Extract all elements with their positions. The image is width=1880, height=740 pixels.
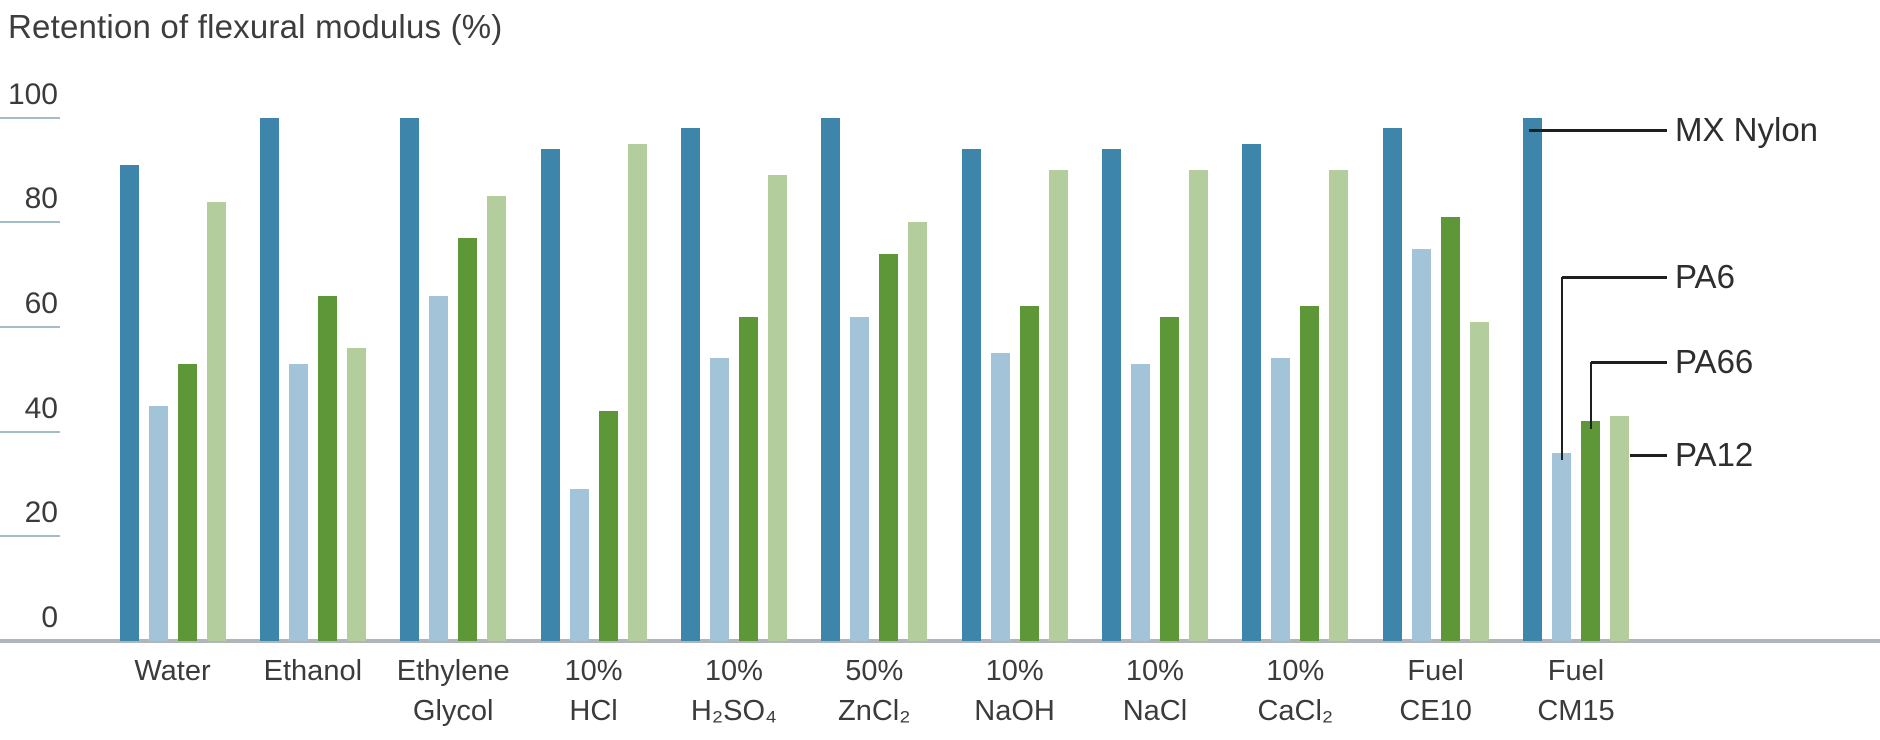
x-axis-line — [0, 639, 1880, 643]
bar-pa12-5 — [908, 222, 928, 641]
x-category-label: 10% H₂SO₄ — [644, 651, 824, 731]
bar-pa6-5 — [850, 316, 870, 641]
bar-pa6-7 — [1130, 363, 1150, 641]
bar-pa66-8 — [1300, 306, 1320, 641]
x-label-line2: HCl — [569, 695, 618, 727]
y-tick-line — [0, 326, 60, 329]
bar-pa66-3 — [598, 410, 618, 641]
bar-pa6-10 — [1552, 452, 1571, 641]
x-label-line1: 10% — [985, 655, 1044, 687]
bar-pa6-8 — [1271, 358, 1291, 641]
x-label-line1: Fuel — [1407, 655, 1464, 687]
x-category-label: Ethanol — [223, 651, 403, 691]
x-category-label: Water — [83, 651, 263, 691]
bar-pa12-0 — [206, 201, 226, 641]
bar-pa66-10 — [1581, 421, 1600, 641]
x-label-line2: NaOH — [974, 695, 1055, 727]
bar-pa12-9 — [1469, 321, 1489, 641]
x-label-line2: Glycol — [412, 695, 494, 727]
chart-title: Retention of flexural modulus (%) — [8, 8, 503, 45]
bar-pa6-0 — [148, 405, 168, 641]
bar-pa66-6 — [1019, 306, 1039, 641]
y-tick-line — [0, 221, 60, 224]
x-category-label: Fuel CM15 — [1486, 651, 1666, 731]
bar-pa66-2 — [458, 238, 478, 641]
bar-pa6-4 — [709, 358, 729, 641]
bar-mx-nylon-0 — [119, 164, 139, 641]
y-tick-label: 60 — [24, 287, 58, 321]
x-category-label: 50% ZnCl₂ — [784, 651, 964, 731]
x-category-label: 10% NaCl — [1065, 651, 1245, 731]
bar-pa6-9 — [1411, 248, 1431, 641]
bar-pa12-3 — [627, 143, 647, 641]
y-tick-label: 80 — [24, 182, 58, 216]
x-label-line2: NaCl — [1122, 695, 1188, 727]
y-tick-label: 20 — [24, 496, 58, 530]
bar-pa6-3 — [569, 489, 589, 641]
x-label-line2: H₂SO₄ — [690, 695, 777, 727]
bar-pa12-1 — [346, 348, 366, 641]
bar-pa6-2 — [429, 295, 449, 641]
y-tick-label: 40 — [24, 391, 58, 425]
callout-line-pa66-vertical — [1589, 362, 1592, 430]
bar-pa12-7 — [1188, 170, 1208, 641]
bar-pa12-6 — [1048, 170, 1068, 641]
bar-pa66-0 — [177, 363, 197, 641]
y-tick-line — [0, 116, 60, 119]
bar-pa12-4 — [767, 175, 787, 641]
bar-mx-nylon-10 — [1523, 117, 1542, 642]
x-category-label: Ethylene Glycol — [363, 651, 543, 731]
bar-pa66-9 — [1440, 217, 1460, 641]
x-category-label: Fuel CE10 — [1346, 651, 1526, 731]
bar-pa12-10 — [1610, 416, 1629, 641]
bar-pa66-7 — [1159, 316, 1179, 641]
x-label-line1: 10% — [704, 655, 763, 687]
x-label-line1: 10% — [1266, 655, 1325, 687]
y-tick-line — [0, 535, 60, 538]
bar-pa6-6 — [990, 353, 1010, 641]
x-label-line1: Fuel — [1547, 655, 1605, 687]
bar-pa12-2 — [487, 196, 507, 641]
callout-line-pa6-vertical — [1560, 277, 1563, 460]
callout-line-pa6 — [1561, 276, 1667, 279]
y-tick-label: 100 — [7, 77, 58, 111]
x-label-line1: Ethanol — [263, 655, 363, 687]
bar-mx-nylon-9 — [1382, 128, 1402, 641]
bar-mx-nylon-5 — [821, 117, 841, 642]
y-tick-line — [0, 430, 60, 433]
x-label-line2: CaCl₂ — [1257, 695, 1334, 727]
bar-mx-nylon-6 — [961, 149, 981, 641]
legend-label-mx-nylon: MX Nylon — [1675, 111, 1819, 148]
bar-mx-nylon-8 — [1242, 143, 1262, 641]
bar-mx-nylon-1 — [259, 117, 279, 642]
bar-pa6-1 — [288, 363, 308, 641]
bar-mx-nylon-3 — [540, 149, 560, 641]
bar-mx-nylon-7 — [1101, 149, 1121, 641]
x-label-line1: 10% — [1125, 655, 1184, 687]
x-label-line2: CE10 — [1399, 695, 1472, 727]
legend-label-pa66: PA66 — [1675, 343, 1754, 380]
x-label-line2: CM15 — [1537, 695, 1615, 727]
legend-label-pa12: PA12 — [1675, 436, 1754, 473]
x-category-label: 10% NaOH — [925, 651, 1105, 731]
callout-line-mx-nylon — [1529, 129, 1667, 132]
y-tick-label: 0 — [41, 601, 58, 634]
bar-pa66-4 — [738, 316, 758, 641]
x-label-line2: ZnCl₂ — [838, 695, 911, 727]
callout-line-pa12 — [1630, 454, 1667, 457]
x-label-line1: Ethylene — [396, 655, 510, 687]
bar-pa12-8 — [1329, 170, 1349, 641]
bar-mx-nylon-2 — [400, 117, 420, 642]
bar-pa66-5 — [879, 253, 899, 641]
x-label-line1: Water — [134, 655, 211, 687]
callout-line-pa66 — [1590, 361, 1667, 364]
x-label-line1: 10% — [564, 655, 623, 687]
bar-pa66-1 — [317, 295, 337, 641]
x-category-label: 10% HCl — [504, 651, 684, 731]
x-category-label: 10% CaCl₂ — [1205, 651, 1385, 731]
x-label-line1: 50% — [845, 655, 904, 687]
legend-label-pa6: PA6 — [1675, 258, 1735, 295]
bar-mx-nylon-4 — [680, 128, 700, 641]
